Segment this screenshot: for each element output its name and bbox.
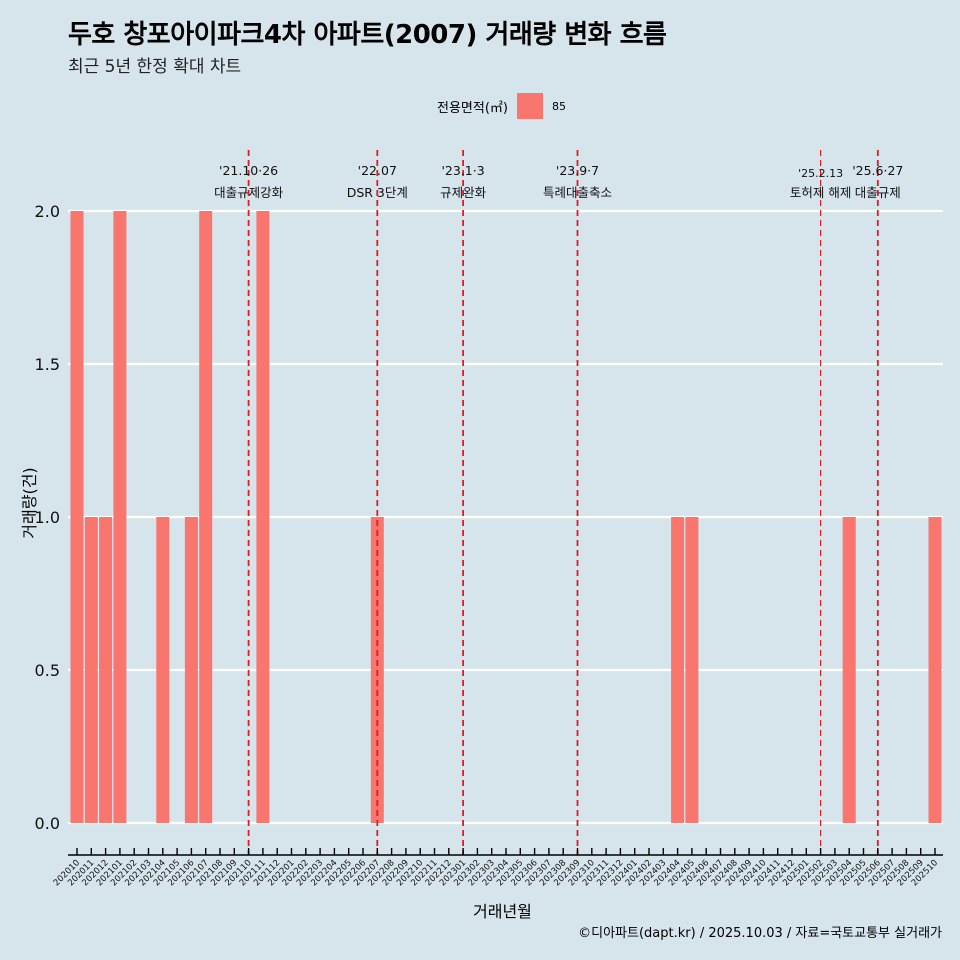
bar-202107 (199, 211, 213, 823)
bar-202101 (113, 211, 127, 823)
bar-202011 (84, 517, 98, 823)
legend-label-85: 85 (551, 99, 566, 113)
gridlines (68, 209, 943, 825)
x-axis: 2020102020112020122021012021022021032021… (52, 848, 943, 888)
event-label-202301: 규제완화 (440, 185, 487, 200)
event-date-202309: '23.9·7 (556, 163, 599, 178)
y-tick-label: 1.5 (35, 355, 60, 374)
event-label-202506: 대출규제 (855, 185, 901, 200)
event-date-202110: '21.10·26 (219, 163, 278, 178)
y-tick-label: 1.0 (35, 508, 60, 527)
event-label-202502: 토허제 해제 (790, 185, 851, 200)
y-tick-label: 0.0 (35, 814, 60, 833)
y-axis-title: 거래량(건) (20, 467, 39, 539)
event-date-202502: '25.2.13 (798, 167, 843, 180)
legend: 전용면적(㎡) 85 (437, 93, 566, 119)
bar-202012 (99, 517, 113, 823)
y-tick-label: 2.0 (35, 202, 60, 221)
chart-subtitle: 최근 5년 한정 확대 차트 (68, 57, 242, 77)
bar-202010 (70, 211, 84, 823)
event-lines: '21.10·26 대출규제강화 '22.07 DSR 3단계 '23.1·3 규제완화 '… (214, 150, 903, 855)
bar-202504 (842, 517, 856, 823)
legend-key-85 (516, 93, 543, 119)
bar-202104 (156, 517, 170, 823)
bar-202405 (685, 517, 699, 823)
y-axis: 0.0 0.5 1.0 1.5 2.0 (35, 202, 60, 833)
y-tick-label: 0.5 (35, 661, 60, 680)
event-date-202207: '22.07 (358, 163, 397, 178)
bar-202404 (671, 517, 685, 823)
legend-title: 전용면적(㎡) (437, 100, 508, 116)
bar-202510 (928, 517, 942, 823)
event-label-202207: DSR 3단계 (347, 185, 408, 200)
event-label-202110: 대출규제강화 (214, 185, 284, 200)
x-axis-title: 거래년월 (473, 902, 532, 921)
bar-202106 (184, 517, 198, 823)
chart-title: 두호 창포아이파크4차 아파트(2007) 거래량 변화 흐름 (68, 20, 667, 50)
bars (70, 211, 942, 823)
event-label-202309: 특례대출축소 (543, 185, 612, 200)
event-date-202506: '25.6·27 (852, 163, 903, 178)
source-caption: ©디아파트(dapt.kr) / 2025.10.03 / 자료=국토교통부 실… (578, 926, 942, 941)
bar-202111 (256, 211, 270, 823)
event-date-202301: '23.1·3 (441, 163, 484, 178)
